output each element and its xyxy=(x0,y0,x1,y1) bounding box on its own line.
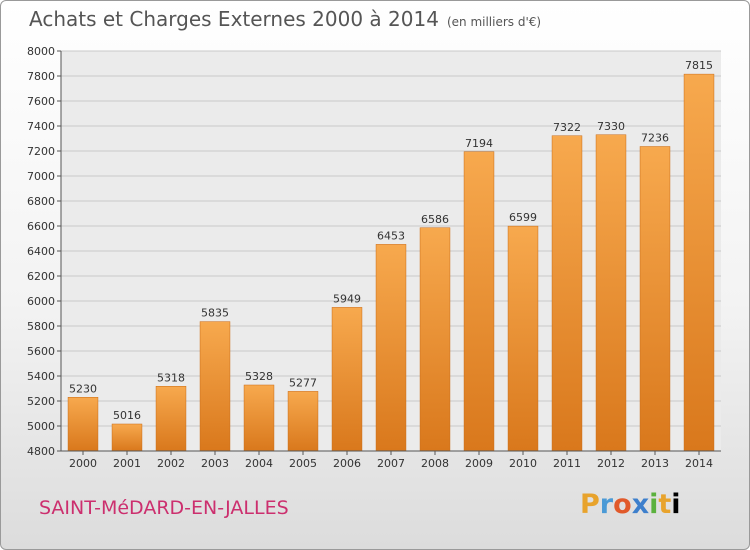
x-tick-label: 2011 xyxy=(553,457,581,470)
bar xyxy=(419,227,451,452)
logo-letter: o xyxy=(613,489,632,520)
y-tick-label: 5000 xyxy=(27,420,55,433)
bar xyxy=(683,73,715,452)
y-tick-label: 5600 xyxy=(27,345,55,358)
x-tick-label: 2002 xyxy=(157,457,185,470)
x-tick-label: 2012 xyxy=(597,457,625,470)
data-label: 7322 xyxy=(553,121,581,134)
y-tick-label: 7800 xyxy=(27,70,55,83)
data-label: 7330 xyxy=(597,120,625,133)
y-tick-label: 5800 xyxy=(27,320,55,333)
bar xyxy=(595,134,627,452)
y-tick-label: 7000 xyxy=(27,170,55,183)
logo-letter: i xyxy=(649,489,659,520)
y-tick-label: 6800 xyxy=(27,195,55,208)
town-name: SAINT-MéDARD-EN-JALLES xyxy=(39,497,289,519)
x-tick-label: 2014 xyxy=(685,457,713,470)
data-label: 6586 xyxy=(421,213,449,226)
x-tick-label: 2006 xyxy=(333,457,361,470)
data-label: 7815 xyxy=(685,59,713,72)
y-tick-label: 5200 xyxy=(27,395,55,408)
bars-group: 5230 5016 5318 5835 5328 5277 5949 6453 6586 7194… xyxy=(67,59,715,452)
logo-letter: i xyxy=(671,489,681,520)
chart-subtitle: (en milliers d'€) xyxy=(446,15,542,29)
y-tick-label: 7400 xyxy=(27,120,55,133)
bar xyxy=(551,135,583,452)
logo-letter: x xyxy=(631,489,650,520)
bar xyxy=(67,397,99,452)
y-tick-label: 7200 xyxy=(27,145,55,158)
data-label: 6453 xyxy=(377,229,405,242)
bar xyxy=(111,423,143,452)
y-tick-label: 6600 xyxy=(27,220,55,233)
bar xyxy=(331,307,363,452)
logo-letter: r xyxy=(599,489,614,520)
data-label: 5318 xyxy=(157,371,185,384)
data-label: 5277 xyxy=(289,376,317,389)
title-text: Achats et Charges Externes 2000 à 2014 xyxy=(29,7,439,31)
data-label: 7236 xyxy=(641,132,669,145)
bar xyxy=(507,225,539,452)
y-tick-label: 4800 xyxy=(27,445,55,458)
bar xyxy=(199,321,231,452)
y-tick-label: 5400 xyxy=(27,370,55,383)
x-tick-label: 2001 xyxy=(113,457,141,470)
x-tick-label: 2009 xyxy=(465,457,493,470)
bar xyxy=(463,151,495,452)
x-tick-label: 2000 xyxy=(69,457,97,470)
y-tick-label: 8000 xyxy=(27,45,55,58)
data-label: 5835 xyxy=(201,307,229,320)
y-tick-label: 6400 xyxy=(27,245,55,258)
bar xyxy=(243,384,275,452)
data-label: 5949 xyxy=(333,292,361,305)
data-label: 6599 xyxy=(509,211,537,224)
x-tick-label: 2010 xyxy=(509,457,537,470)
data-label: 5328 xyxy=(245,370,273,383)
y-tick-label: 7600 xyxy=(27,95,55,108)
chart-title: Achats et Charges Externes 2000 à 2014 (e… xyxy=(29,7,541,31)
logo-letter: P xyxy=(580,489,600,520)
bar xyxy=(375,244,407,452)
data-label: 5230 xyxy=(69,382,97,395)
data-label: 5016 xyxy=(113,409,141,422)
x-tick-label: 2013 xyxy=(641,457,669,470)
bar xyxy=(287,391,319,452)
y-tick-label: 6200 xyxy=(27,270,55,283)
axes-group: 4800 5000 5200 5400 5600 5800 6000 6200 6400 6600… xyxy=(27,45,721,470)
x-tick-label: 2004 xyxy=(245,457,273,470)
x-tick-label: 2003 xyxy=(201,457,229,470)
logo-letter: t xyxy=(658,489,672,520)
x-tick-label: 2007 xyxy=(377,457,405,470)
x-tick-label: 2005 xyxy=(289,457,317,470)
x-tick-label: 2008 xyxy=(421,457,449,470)
bar xyxy=(639,146,671,452)
y-tick-label: 6000 xyxy=(27,295,55,308)
bar xyxy=(155,386,187,452)
data-label: 7194 xyxy=(465,137,493,150)
proxiti-logo: Proxiti xyxy=(580,489,681,520)
